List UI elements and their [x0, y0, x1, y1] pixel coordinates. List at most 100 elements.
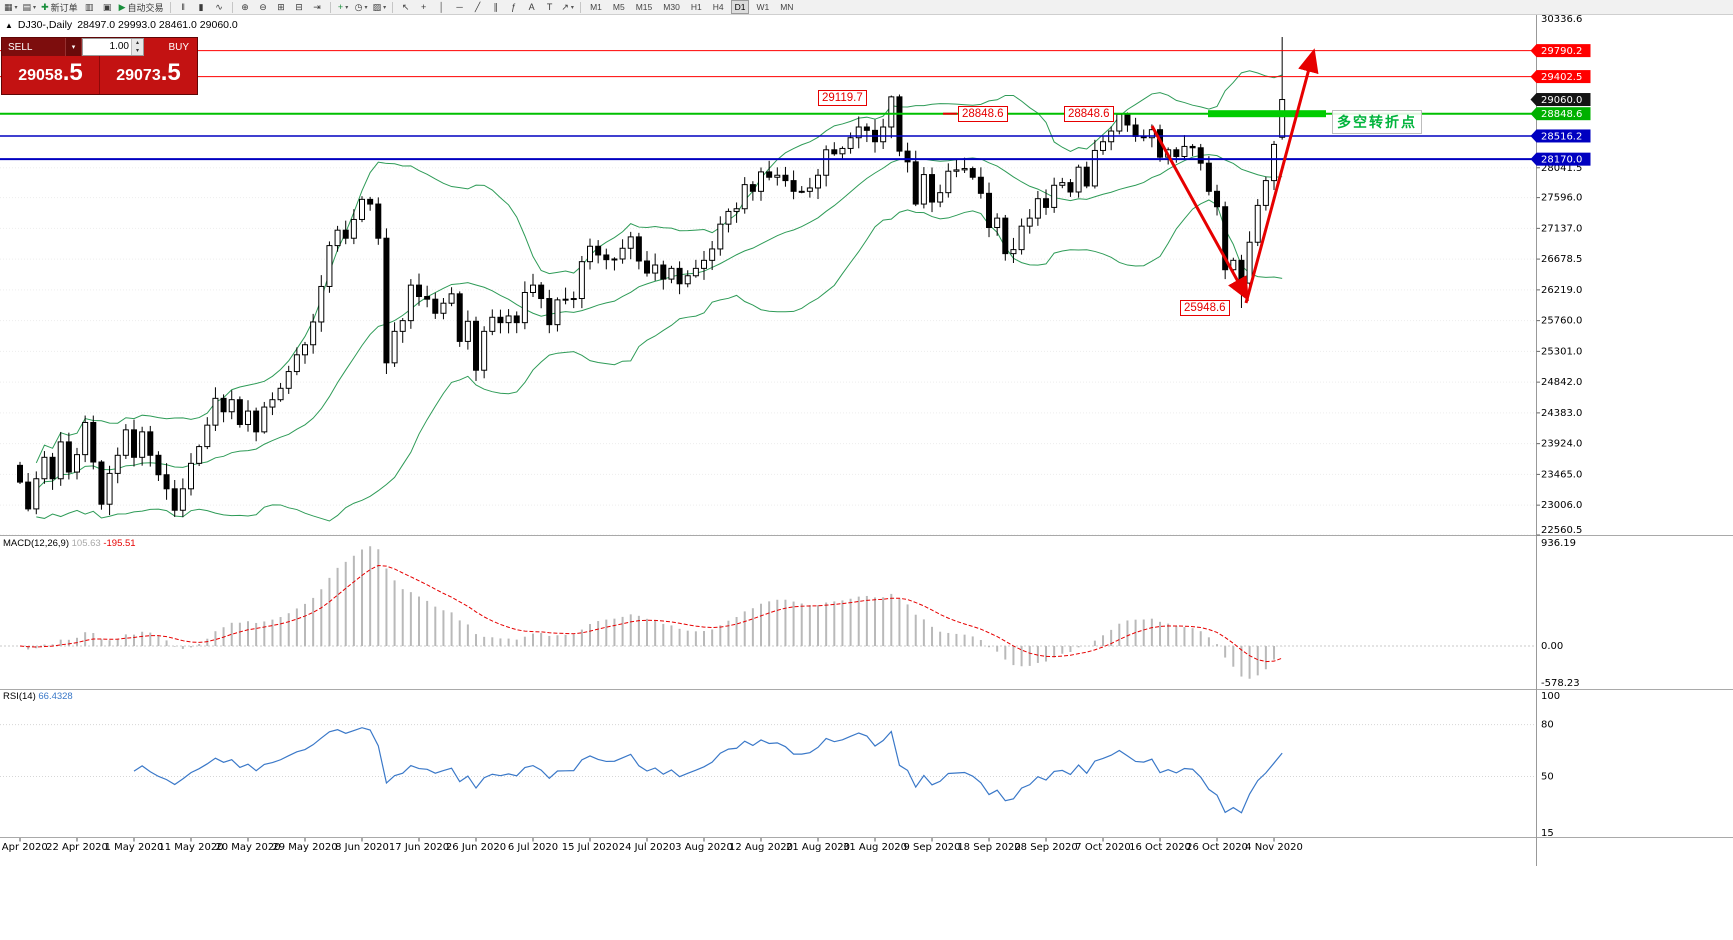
timeframe-m15-button[interactable]: M15 [635, 2, 653, 12]
buy-price-box[interactable]: 29073.5 [100, 56, 197, 94]
auto-arrange-button[interactable]: ⊟ [291, 1, 308, 14]
price-label-28848-6-a[interactable]: 28848.6 [958, 106, 1008, 122]
zoom-in-button[interactable]: ⊕ [237, 1, 254, 14]
fibonacci-icon: ƒ [511, 1, 517, 12]
timeframe-m30-button[interactable]: M30 [663, 2, 680, 12]
sell-price-main: 29058 [18, 67, 63, 84]
down-trend-arrow[interactable] [1150, 125, 1249, 302]
svg-text:29790.2: 29790.2 [1541, 46, 1582, 57]
svg-text:0.00: 0.00 [1541, 641, 1563, 652]
svg-text:23924.0: 23924.0 [1541, 439, 1582, 450]
turning-point-highlight-bar[interactable] [1208, 110, 1326, 118]
svg-text:936.19: 936.19 [1541, 538, 1576, 549]
autotrading-button[interactable]: ▶ 自动交易 [117, 1, 166, 14]
price-label-28848-6-b[interactable]: 28848.6 [1064, 106, 1114, 122]
buy-button-label: BUY [168, 41, 189, 53]
svg-text:22560.5: 22560.5 [1541, 525, 1582, 536]
one-click-trading-panel: SELL ▾ 1.00 ▴ ▾ BUY 29058.5 29073.5 [1, 37, 198, 95]
data-window-icon: ▣ [102, 1, 112, 12]
chart-plot-area[interactable] [0, 14, 1537, 837]
candlestick-chart-icon: ▮ [198, 1, 204, 12]
svg-text:27596.0: 27596.0 [1541, 193, 1582, 204]
buy-price-main: 29073 [116, 67, 161, 84]
new-order-button[interactable]: ✚ 新订单 [39, 1, 80, 14]
templates-button[interactable]: ▨ ▾ [371, 1, 389, 14]
market-watch-button[interactable]: ▥ [81, 1, 98, 14]
svg-text:100: 100 [1541, 691, 1560, 702]
panel-separators[interactable] [0, 535, 1733, 838]
line-chart-button[interactable]: ∿ [211, 1, 228, 14]
rsi-value: 66.4328 [38, 691, 73, 702]
arrows-button[interactable]: ↗ ▾ [559, 1, 576, 14]
svg-text:8 Jun 2020: 8 Jun 2020 [335, 842, 389, 853]
candlestick-chart-button[interactable]: ▮ [193, 1, 210, 14]
buy-button[interactable]: BUY [144, 38, 197, 56]
svg-text:15: 15 [1541, 828, 1554, 839]
svg-text:-578.23: -578.23 [1541, 678, 1580, 689]
one-click-options-dropdown[interactable]: ▾ [65, 38, 82, 56]
timeframe-d1-button[interactable]: D1 [730, 0, 750, 14]
svg-text:28170.0: 28170.0 [1541, 155, 1582, 166]
trendline-button[interactable]: ╱ [469, 1, 486, 14]
text-label-button[interactable]: T [541, 1, 558, 14]
horizontal-line-button[interactable]: ─ [451, 1, 468, 14]
svg-text:23006.0: 23006.0 [1541, 500, 1582, 511]
new-chart-button[interactable]: ▦ ▾ [2, 1, 20, 14]
svg-text:31 Aug 2020: 31 Aug 2020 [843, 842, 907, 853]
equidistant-channel-button[interactable]: ∥ [487, 1, 504, 14]
buy-price-fraction: .5 [160, 59, 181, 86]
tile-windows-button[interactable]: ⊞ [273, 1, 290, 14]
turning-point-label[interactable]: 多空转折点 [1332, 110, 1422, 134]
macd-main-value: 105.63 [71, 538, 101, 549]
svg-text:29 May 2020: 29 May 2020 [272, 842, 337, 853]
vertical-line-button[interactable]: │ [433, 1, 450, 14]
lot-decrease-button[interactable]: ▾ [135, 48, 139, 54]
toolbar-separator [169, 1, 171, 13]
timeframe-m5-button[interactable]: M5 [612, 2, 625, 12]
crosshair-button[interactable]: + [415, 1, 432, 14]
chevron-down-icon: ▾ [383, 4, 387, 11]
timeframe-m1-button[interactable]: M1 [590, 2, 602, 12]
data-window-button[interactable]: ▣ [99, 1, 116, 14]
profiles-button[interactable]: ▤ ▾ [21, 1, 39, 14]
cursor-button[interactable]: ↖ [397, 1, 414, 14]
lot-increase-button[interactable]: ▴ [135, 40, 139, 46]
timeframe-w1-button[interactable]: W1 [756, 2, 770, 12]
chart-shift-button[interactable]: ⇥ [309, 1, 326, 14]
text-label-icon: T [546, 1, 553, 12]
sell-button[interactable]: SELL [2, 38, 65, 56]
one-click-collapse-arrow[interactable]: ▲ [5, 21, 13, 30]
periods-button[interactable]: ◷ ▾ [353, 1, 370, 14]
svg-text:29060.0: 29060.0 [1541, 95, 1582, 106]
chevron-down-icon: ▾ [71, 44, 76, 51]
zoom-out-button[interactable]: ⊖ [255, 1, 272, 14]
fibonacci-button[interactable]: ƒ [505, 1, 522, 14]
lot-size-field[interactable]: 1.00 ▴ ▾ [82, 38, 144, 56]
timeframe-h1-button[interactable]: H1 [690, 2, 702, 12]
one-click-header-row: SELL ▾ 1.00 ▴ ▾ BUY [2, 38, 197, 56]
timeframe-mn-button[interactable]: MN [780, 2, 794, 12]
svg-text:28516.2: 28516.2 [1541, 131, 1582, 142]
svg-text:17 Jun 2020: 17 Jun 2020 [389, 842, 449, 853]
timeframe-h4-button[interactable]: H4 [712, 2, 724, 12]
autotrading-icon: ▶ [118, 1, 126, 12]
macd-label: MACD(12,26,9) 105.63 -195.51 [3, 538, 136, 549]
price-label-29119-7[interactable]: 29119.7 [818, 90, 867, 106]
price-axis[interactable]: 30336.6 28041.5 27596.0 27137.0 26678.5 26219… [1530, 13, 1591, 866]
chevron-down-icon: ▾ [345, 4, 349, 11]
svg-text:30336.6: 30336.6 [1541, 14, 1582, 25]
bar-chart-button[interactable]: ‖ [175, 1, 192, 14]
indicators-button[interactable]: + ▾ [335, 1, 352, 14]
text-button[interactable]: A [523, 1, 540, 14]
drawn-objects[interactable] [943, 48, 1326, 304]
svg-text:11 May 2020: 11 May 2020 [158, 842, 223, 853]
up-trend-arrow[interactable] [1244, 48, 1319, 304]
svg-text:24383.0: 24383.0 [1541, 408, 1582, 419]
market-watch-icon: ▥ [84, 1, 94, 12]
sell-price-box[interactable]: 29058.5 [2, 56, 100, 94]
chart-ohlc-values: 28497.0 29993.0 28461.0 29060.0 [77, 19, 238, 31]
price-label-25948-6[interactable]: 25948.6 [1180, 300, 1230, 316]
chart-shift-icon: ⇥ [313, 1, 321, 12]
